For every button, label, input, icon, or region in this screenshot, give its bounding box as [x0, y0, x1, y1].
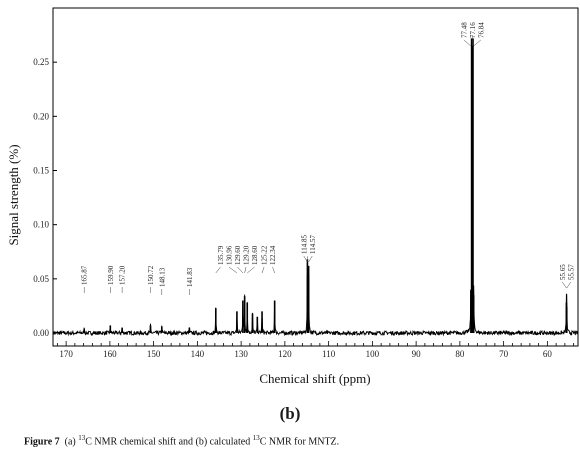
x-tick-label: 60 [543, 349, 553, 359]
peak-label: 130.96 [225, 245, 233, 265]
peak-label: 55.57 [567, 264, 575, 280]
peak-label: 125.22 [261, 245, 269, 265]
y-tick-label: 0.25 [33, 57, 49, 67]
caption-part-a: (a) [64, 436, 79, 448]
peak-leader-line [473, 39, 481, 47]
x-tick-label: 110 [322, 349, 336, 359]
peak-label: 150.72 [147, 265, 155, 285]
x-tick-label: 130 [234, 349, 248, 359]
peak-label: 77.48 [460, 22, 468, 38]
y-tick-label: 0.15 [33, 166, 49, 176]
peak-leader-line [261, 266, 265, 274]
y-axis-ticks: 0.00 0.05 0.10 0.15 0.20 0.25 [33, 57, 57, 338]
peak-label: 122.34 [269, 245, 277, 265]
x-tick-label: 120 [278, 349, 292, 359]
spectrum-line [52, 44, 579, 337]
x-tick-label: 70 [499, 349, 509, 359]
peak-label: 55.65 [559, 264, 567, 280]
peak-label-group: 165.87 159.90 157.20 150.72 148.13 141.83 135.… [81, 22, 575, 295]
x-axis-title: Chemical shift (ppm) [259, 371, 370, 386]
peak-label: 135.79 [217, 245, 225, 265]
x-axis-ticks: 170 160 150 140 130 120 110 100 90 80 70 60 [56, 341, 575, 359]
caption-figure-number: Figure 7 [24, 436, 60, 448]
nmr-spectrum-chart: 0.00 0.05 0.10 0.15 0.20 0.25 170 160 150 140 130… [6, 7, 579, 386]
x-tick-label: 80 [455, 349, 465, 359]
peak-label: 77.16 [469, 22, 477, 38]
peak-leader-line [566, 281, 572, 289]
peak-leader-line [237, 266, 244, 274]
caption-part-b: C NMR chemical shift and (b) calculated [85, 436, 253, 448]
caption-isotope-2: 13 [252, 434, 260, 442]
peak-leader-line [308, 255, 313, 263]
peak-leader-line [244, 266, 247, 274]
peak-label: 141.83 [186, 267, 194, 287]
peak-leader-line [303, 255, 308, 263]
y-tick-label: 0.05 [33, 274, 49, 284]
x-tick-label: 100 [366, 349, 380, 359]
panel-label: (b) [279, 404, 301, 423]
x-tick-label: 140 [191, 349, 205, 359]
peak-label: 157.20 [119, 265, 127, 285]
peak-leader-line [562, 281, 567, 289]
peak-label: 165.87 [81, 265, 89, 285]
peak-leader-line [215, 266, 221, 274]
y-axis-title: Signal strength (%) [6, 144, 21, 245]
x-tick-label: 170 [59, 349, 73, 359]
spectrum-series [52, 38, 579, 337]
peak-label: 114.85 [300, 235, 308, 254]
peak-leader-line [463, 39, 472, 47]
peak-leader-line [272, 266, 275, 274]
figure-caption: Figure 7 (a) 13C NMR chemical shift and … [24, 434, 339, 447]
peak-label: 129.20 [242, 245, 250, 265]
x-tick-label: 90 [412, 349, 422, 359]
peak-label: 76.84 [477, 22, 485, 38]
y-tick-label: 0.10 [33, 220, 49, 230]
caption-part-c: C NMR for MNTZ. [259, 436, 340, 448]
plot-frame [52, 7, 579, 347]
peak-label: 128.60 [251, 245, 259, 265]
peak-label: 129.60 [234, 245, 242, 265]
y-tick-label: 0.00 [33, 328, 49, 338]
x-tick-label: 160 [103, 349, 117, 359]
y-tick-label: 0.20 [33, 111, 49, 121]
caption-isotope-1: 13 [78, 434, 86, 442]
peak-label: 159.90 [107, 265, 115, 285]
peak-label: 148.13 [158, 267, 166, 287]
peak-leader-line [228, 266, 238, 274]
peak-label: 114.57 [309, 235, 317, 254]
peak-leader-line [247, 266, 255, 274]
x-tick-label: 150 [147, 349, 161, 359]
